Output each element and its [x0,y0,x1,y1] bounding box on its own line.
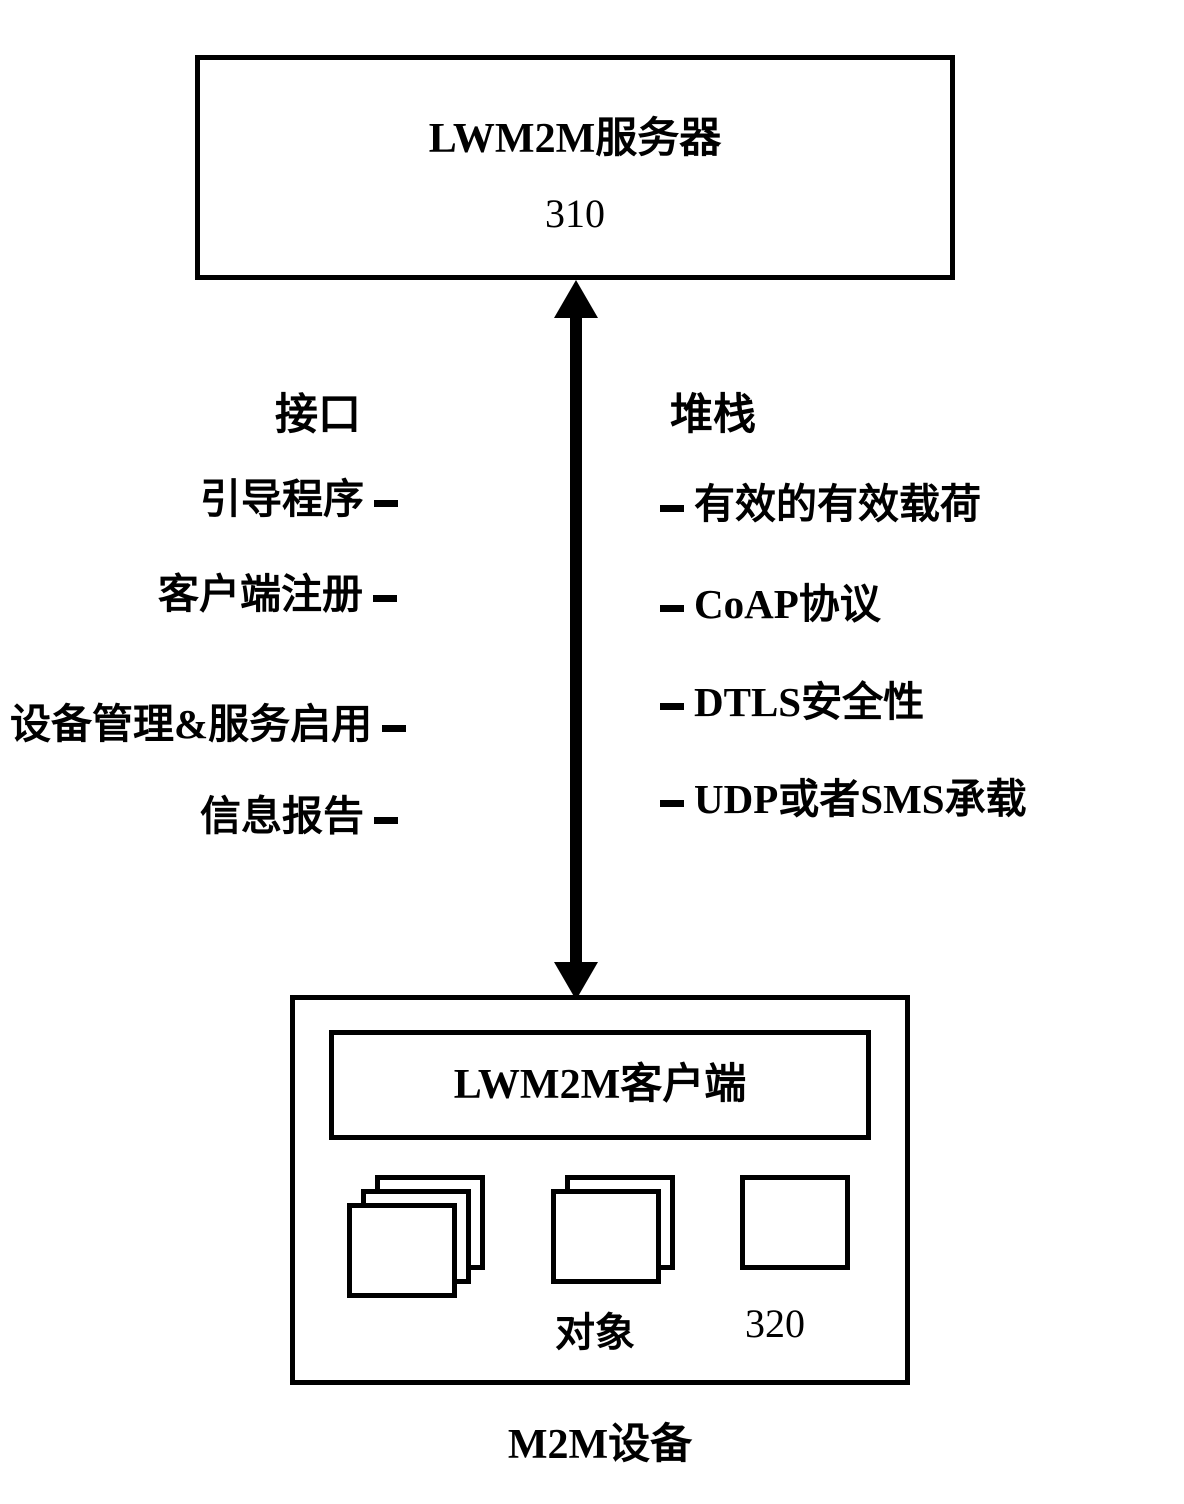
interface-item-0-text: 引导程序 [200,476,364,522]
stack-item-1: CoAP协议 [650,570,881,630]
interface-item-1-text: 客户端注册 [158,571,363,617]
dash-icon [374,500,398,507]
object-icon-stack-front [347,1203,457,1298]
objects-group: 对象 320 [295,1175,905,1345]
server-box: LWM2M服务器 310 [195,55,955,280]
stack-header: 堆栈 [670,380,756,442]
stack-item-2: DTLS安全性 [650,668,924,728]
interface-header: 接口 [275,380,361,442]
stack-item-0-text: 有效的有效载荷 [694,481,981,527]
dash-icon [660,703,684,710]
object-label: 对象 [555,1300,635,1358]
dash-icon [660,605,684,612]
stack-item-3: UDP或者SMS承载 [650,765,1027,825]
interface-item-2-text: 设备管理&服务启用 [10,701,372,747]
stack-item-1-text: CoAP协议 [694,581,881,627]
client-label: LWM2M客户端 [454,1062,746,1108]
arrow-shaft [570,292,582,982]
server-number: 310 [200,190,950,237]
device-number: 320 [745,1300,805,1347]
dash-icon [374,817,398,824]
dash-icon [660,800,684,807]
stack-item-2-text: DTLS安全性 [694,679,924,725]
stack-item-0: 有效的有效载荷 [650,470,981,530]
object-icon-single [740,1175,850,1270]
interface-item-0: 引导程序 [200,465,408,525]
server-title: LWM2M服务器 [200,104,950,165]
dash-icon [373,595,397,602]
client-box: LWM2M客户端 [329,1030,871,1140]
object-icon-pair-front [551,1189,661,1284]
dash-icon [382,725,406,732]
stack-item-3-text: UDP或者SMS承载 [694,776,1027,822]
dash-icon [660,505,684,512]
interface-item-3: 信息报告 [200,782,408,842]
device-caption: M2M设备 [290,1410,910,1471]
device-box: LWM2M客户端 对象 320 [290,995,910,1385]
interface-item-1: 客户端注册 [158,560,407,620]
interface-item-2: 设备管理&服务启用 [10,690,416,750]
interface-item-3-text: 信息报告 [200,793,364,839]
